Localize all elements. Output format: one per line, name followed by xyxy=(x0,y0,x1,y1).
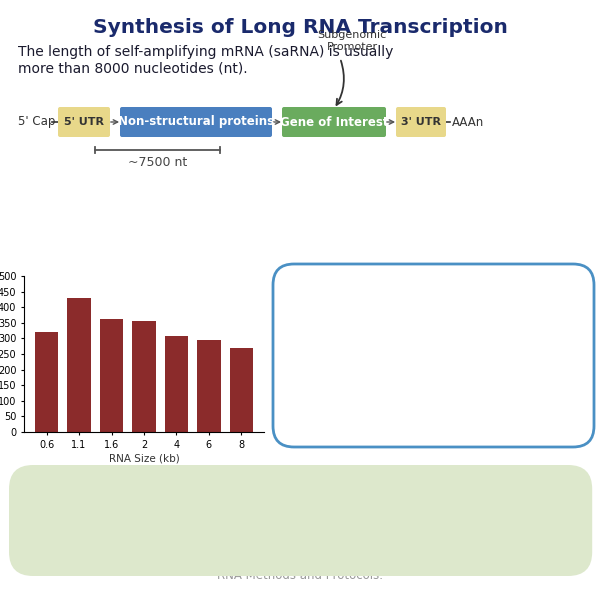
Text: A suitable: A suitable xyxy=(24,488,97,502)
FancyBboxPatch shape xyxy=(396,107,446,137)
Bar xyxy=(35,332,58,432)
X-axis label: RNA Size (kb): RNA Size (kb) xyxy=(109,454,179,464)
Bar xyxy=(165,336,188,432)
Text: ~7500 nt: ~7500 nt xyxy=(128,156,187,169)
Text: Subgenomic
Promoter: Subgenomic Promoter xyxy=(317,31,386,52)
Text: 5' Cap: 5' Cap xyxy=(18,115,55,128)
Text: in vitro: in vitro xyxy=(76,488,125,502)
Text: The length of self-amplifying mRNA (saRNA) is usually: The length of self-amplifying mRNA (saRN… xyxy=(18,45,394,59)
Bar xyxy=(197,340,221,432)
Text: Synthesis of Long RNA Transcription: Synthesis of Long RNA Transcription xyxy=(92,18,508,37)
Text: Gene of Interest: Gene of Interest xyxy=(280,115,388,128)
Text: AAAn: AAAn xyxy=(452,115,484,128)
Bar xyxy=(230,348,253,432)
FancyBboxPatch shape xyxy=(282,107,386,137)
Bar xyxy=(133,321,155,432)
Bar xyxy=(67,298,91,432)
FancyBboxPatch shape xyxy=(120,107,272,137)
FancyBboxPatch shape xyxy=(58,107,110,137)
Bar xyxy=(100,319,123,432)
Text: nt) are associated with lower: nt) are associated with lower xyxy=(319,347,548,361)
Text: transcription efficiency.: transcription efficiency. xyxy=(340,364,527,379)
Text: 5' UTR: 5' UTR xyxy=(64,117,104,127)
Text: Longer RNA transcripts (8000: Longer RNA transcripts (8000 xyxy=(317,331,550,344)
Text: Non-structural proteins: Non-structural proteins xyxy=(118,115,274,128)
Text: 3' UTR: 3' UTR xyxy=(401,117,441,127)
Text: RNA Methods and Protocols.: RNA Methods and Protocols. xyxy=(217,569,383,582)
Text: transcription protocol is needed for longer: transcription protocol is needed for lon… xyxy=(118,488,416,502)
Text: transcriptions (e.g., saRNA).: transcriptions (e.g., saRNA). xyxy=(24,509,220,523)
Text: more than 8000 nucleotides (nt).: more than 8000 nucleotides (nt). xyxy=(18,62,248,76)
